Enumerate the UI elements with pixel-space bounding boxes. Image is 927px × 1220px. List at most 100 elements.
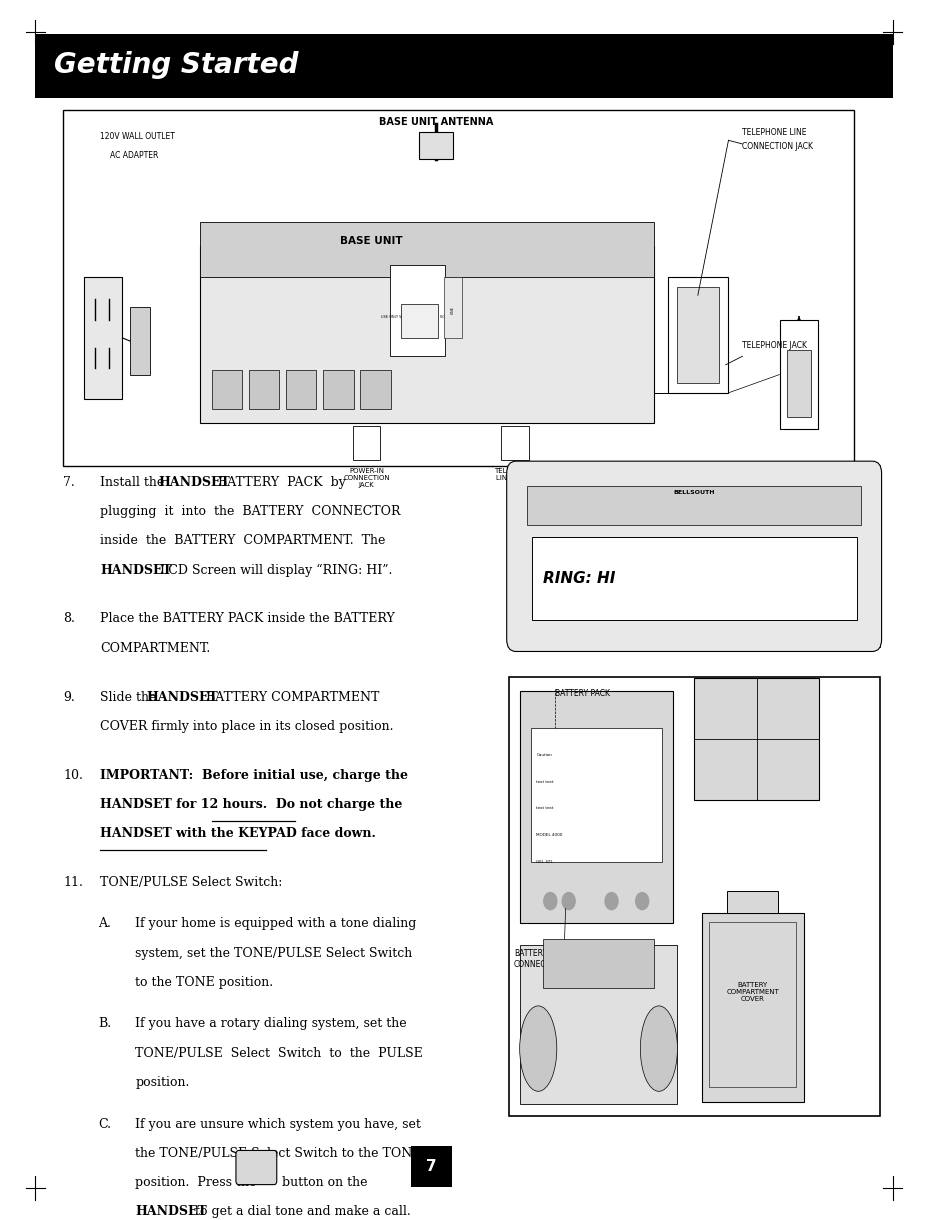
Bar [411, 1146, 451, 1187]
Bar [248, 370, 279, 409]
Bar [542, 939, 654, 988]
Bar [211, 370, 242, 409]
Bar [677, 287, 718, 383]
Text: LINE: LINE [451, 306, 454, 314]
Bar [286, 370, 316, 409]
Bar [501, 426, 528, 460]
Text: IMPORTANT:  Before initial use, charge the: IMPORTANT: Before initial use, charge th… [100, 769, 408, 782]
Text: If your home is equipped with a tone dialing: If your home is equipped with a tone dia… [135, 917, 416, 931]
Text: RING: HI: RING: HI [542, 571, 615, 586]
Text: CONNECTION JACK: CONNECTION JACK [742, 143, 813, 151]
Text: 10.: 10. [63, 769, 83, 782]
Bar [508, 677, 879, 1116]
Text: Caution: Caution [536, 753, 552, 756]
Text: 7.: 7. [63, 476, 75, 489]
Bar [667, 277, 728, 393]
Text: USE ONLY WITH CLASS 2 POWER SOURCE: USE ONLY WITH CLASS 2 POWER SOURCE [380, 315, 454, 320]
Text: BATTERY  PACK  by: BATTERY PACK by [214, 476, 346, 489]
Circle shape [635, 893, 648, 910]
Bar [519, 692, 672, 924]
Bar [199, 222, 654, 277]
Bar [63, 110, 853, 466]
Text: If you are unsure which system you have, set: If you are unsure which system you have,… [135, 1118, 421, 1131]
Text: B.: B. [98, 1017, 111, 1031]
Text: 120V WALL OUTLET: 120V WALL OUTLET [100, 132, 175, 140]
Text: TELEPHONE JACK: TELEPHONE JACK [742, 342, 806, 350]
Text: Place the BATTERY PACK inside the BATTERY: Place the BATTERY PACK inside the BATTER… [100, 612, 395, 626]
Text: BATTERY COMPARTMENT: BATTERY COMPARTMENT [202, 691, 379, 704]
Text: position.: position. [135, 1076, 190, 1089]
FancyBboxPatch shape [235, 1150, 276, 1185]
Text: GEL 4ZL: GEL 4ZL [536, 860, 552, 864]
Text: system, set the TONE/PULSE Select Switch: system, set the TONE/PULSE Select Switch [135, 947, 413, 960]
Text: HANDSET: HANDSET [146, 691, 218, 704]
Text: HANDSET: HANDSET [159, 476, 230, 489]
Text: HANDSET: HANDSET [135, 1205, 207, 1219]
Text: text text: text text [536, 780, 553, 783]
Text: BATTERY PACK: BATTERY PACK [554, 689, 609, 698]
Bar [199, 246, 654, 423]
Text: plugging  it  into  the  BATTERY  CONNECTOR: plugging it into the BATTERY CONNECTOR [100, 505, 400, 518]
Circle shape [543, 893, 556, 910]
Text: BELLSOUTH: BELLSOUTH [673, 490, 714, 495]
FancyBboxPatch shape [506, 461, 881, 651]
Bar [360, 370, 390, 409]
Text: Slide the: Slide the [100, 691, 160, 704]
Bar [693, 678, 819, 800]
Bar [779, 320, 818, 429]
Bar [786, 350, 810, 417]
Text: POWER-IN
CONNECTION
JACK: POWER-IN CONNECTION JACK [343, 468, 389, 488]
Text: BASE UNIT: BASE UNIT [339, 237, 402, 246]
Text: talk: talk [244, 1164, 268, 1176]
Text: 11.: 11. [63, 876, 83, 889]
Bar [35, 34, 892, 98]
Text: 8.: 8. [63, 612, 75, 626]
Text: COVER firmly into place in its closed position.: COVER firmly into place in its closed po… [100, 720, 393, 733]
Text: HANDSET: HANDSET [100, 564, 171, 577]
Bar [708, 922, 795, 1087]
Text: the TONE/PULSE Select Switch to the TONE: the TONE/PULSE Select Switch to the TONE [135, 1147, 422, 1160]
Text: COMPARTMENT.: COMPARTMENT. [100, 642, 210, 655]
Text: HANDSET for 12 hours.  Do not charge the: HANDSET for 12 hours. Do not charge the [100, 798, 402, 811]
Text: to the TONE position.: to the TONE position. [135, 976, 273, 989]
Text: AC ADAPTER: AC ADAPTER [109, 151, 158, 160]
Bar [389, 265, 445, 356]
Text: MODEL 4000: MODEL 4000 [536, 833, 562, 837]
Bar [130, 307, 150, 375]
Text: C.: C. [98, 1118, 111, 1131]
Ellipse shape [519, 1005, 556, 1091]
Bar [701, 913, 803, 1102]
Bar [323, 370, 353, 409]
Bar [419, 132, 452, 159]
Text: TONE/PULSE  Select  Switch  to  the  PULSE: TONE/PULSE Select Switch to the PULSE [135, 1047, 423, 1060]
Text: HANDSET with the KEYPAD face down.: HANDSET with the KEYPAD face down. [100, 827, 375, 841]
Circle shape [562, 893, 575, 910]
Bar [727, 891, 778, 913]
Ellipse shape [640, 1005, 677, 1091]
Text: BATTERY
CONNECTOR: BATTERY CONNECTOR [514, 949, 562, 969]
Text: TELEPHONE
LINE CORD: TELEPHONE LINE CORD [494, 468, 535, 482]
Bar [83, 277, 122, 399]
Text: A.: A. [98, 917, 111, 931]
Text: button on the: button on the [277, 1176, 367, 1190]
Text: Getting Started: Getting Started [54, 51, 298, 78]
Text: BATTERY
COMPARTMENT
COVER: BATTERY COMPARTMENT COVER [726, 982, 778, 1002]
Bar [443, 277, 462, 338]
Text: TELEPHONE LINE: TELEPHONE LINE [742, 128, 806, 137]
Text: If you have a rotary dialing system, set the: If you have a rotary dialing system, set… [135, 1017, 407, 1031]
Text: position.  Press the: position. Press the [135, 1176, 257, 1190]
Text: BASE UNIT ANTENNA: BASE UNIT ANTENNA [378, 117, 493, 127]
Circle shape [604, 893, 617, 910]
Text: inside  the  BATTERY  COMPARTMENT.  The: inside the BATTERY COMPARTMENT. The [100, 534, 386, 548]
Bar [508, 466, 879, 647]
Bar [531, 537, 856, 620]
Text: LCD Screen will display “RING: HI”.: LCD Screen will display “RING: HI”. [156, 564, 392, 577]
Text: Install the: Install the [100, 476, 169, 489]
Bar [400, 304, 438, 338]
Bar [519, 946, 677, 1104]
Text: text text: text text [536, 806, 553, 810]
Bar [527, 486, 860, 525]
Text: TONE/PULSE Select Switch:: TONE/PULSE Select Switch: [100, 876, 283, 889]
Bar [352, 426, 380, 460]
Text: to get a dial tone and make a call.: to get a dial tone and make a call. [191, 1205, 411, 1219]
